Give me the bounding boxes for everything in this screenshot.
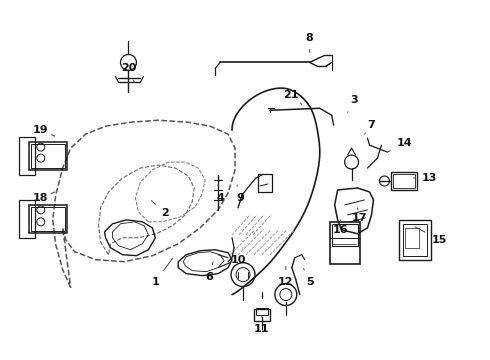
Text: 9: 9 <box>236 185 244 203</box>
Bar <box>256 307 268 315</box>
Text: 21: 21 <box>283 90 302 104</box>
Bar <box>29 142 67 170</box>
Text: 5: 5 <box>303 269 314 287</box>
Text: 6: 6 <box>205 262 213 282</box>
Text: 18: 18 <box>33 192 55 203</box>
Bar <box>330 222 360 264</box>
Text: 3: 3 <box>347 95 358 112</box>
Bar <box>254 310 270 321</box>
Bar <box>403 224 427 256</box>
Text: 8: 8 <box>306 32 314 53</box>
Text: 10: 10 <box>230 248 245 265</box>
Text: 14: 14 <box>388 138 412 152</box>
Text: 2: 2 <box>151 201 169 218</box>
Bar <box>332 224 358 246</box>
Bar <box>29 205 67 233</box>
Bar <box>19 137 35 175</box>
Bar <box>405 228 419 248</box>
Bar <box>392 172 417 190</box>
Bar <box>31 207 65 231</box>
Text: 12: 12 <box>278 267 294 287</box>
Text: 11: 11 <box>254 315 270 334</box>
Text: 4: 4 <box>216 185 224 203</box>
Bar <box>19 200 35 238</box>
Bar <box>393 174 416 188</box>
Text: 7: 7 <box>365 120 375 134</box>
Text: 20: 20 <box>121 63 136 82</box>
Text: 17: 17 <box>352 208 368 223</box>
Text: 19: 19 <box>33 125 55 136</box>
Bar <box>31 144 65 168</box>
Bar <box>258 174 272 192</box>
Text: 1: 1 <box>151 258 173 287</box>
Text: 16: 16 <box>333 220 348 235</box>
Bar <box>399 220 431 260</box>
Text: 13: 13 <box>414 173 437 183</box>
Text: 15: 15 <box>415 227 447 245</box>
